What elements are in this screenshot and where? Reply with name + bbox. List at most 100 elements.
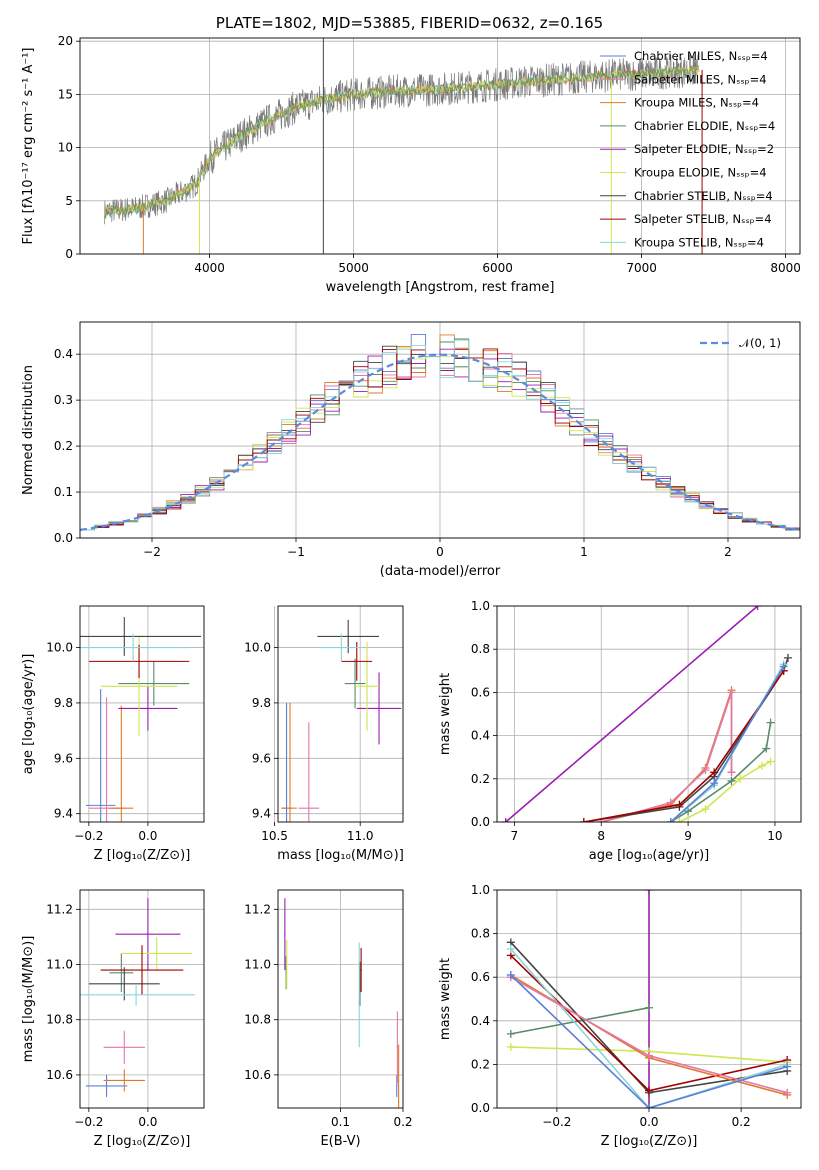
y-tick-label: 11.0 <box>46 958 73 972</box>
plot-area <box>284 898 400 1108</box>
x-tick-label: 4000 <box>194 261 225 275</box>
x-tick-label: 7 <box>511 829 519 843</box>
weight-line-chabrier_elodie <box>510 1006 650 1035</box>
x-tick-label: 11.0 <box>347 829 374 843</box>
y-tick-label: 11.2 <box>46 902 73 916</box>
weight-marker-kroupa_elodie <box>757 761 766 770</box>
weight-marker-chabrier_elodie <box>645 1003 653 1012</box>
legend-label: Chabrier MILES, Nₛₛₚ=4 <box>634 49 768 63</box>
weight-marker-kroupa_stelib <box>506 944 515 953</box>
y-tick-label: 0.0 <box>471 815 490 829</box>
x-axis-label: Z [log₁₀(Z/Z⊙)] <box>601 1134 698 1149</box>
weight-marker-chabrier_elodie <box>766 718 775 727</box>
weight-line-salpeter_elodie <box>505 606 759 822</box>
plot-area <box>501 606 792 822</box>
y-tick-label: 10.6 <box>244 1068 271 1082</box>
axes-frame <box>277 605 404 823</box>
y-tick-label: 9.6 <box>54 751 73 765</box>
y-tick-label: 0.2 <box>54 439 73 453</box>
y-tick-label: 11.0 <box>244 958 271 972</box>
x-tick-label: −0.2 <box>74 1115 103 1129</box>
y-tick-label: 0.6 <box>471 685 490 699</box>
x-tick-label: 0 <box>436 545 444 559</box>
weight-marker-salpeter_stelib <box>579 818 588 822</box>
y-axis-label: Normed distribution <box>21 365 36 495</box>
weight-marker-salpeter_miles <box>727 688 736 697</box>
x-tick-label: 0.0 <box>138 829 157 843</box>
x-tick-label: 8 <box>597 829 605 843</box>
axes-frame <box>277 889 404 1109</box>
y-tick-label: 10.0 <box>244 641 271 655</box>
legend-label: 𝒩(0, 1) <box>739 336 781 350</box>
x-axis-label: wavelength [Angstrom, rest frame] <box>326 280 555 295</box>
y-axis-label: mass weight <box>438 673 453 755</box>
y-tick-label: 20 <box>58 34 73 48</box>
y-tick-label: 0.3 <box>54 393 73 407</box>
y-tick-label: 1.0 <box>471 599 490 613</box>
y-tick-label: 9.8 <box>252 696 271 710</box>
weight-marker-chabrier_elodie <box>506 1029 515 1038</box>
panel-mass_vs_ebv: 0.1 0.2 10.6 10.8 11.0 11.2 E(B-V) <box>244 889 413 1149</box>
plot-area <box>80 898 196 1097</box>
y-tick-label: 0.2 <box>471 772 490 786</box>
weight-marker-salpeter_elodie <box>753 606 762 610</box>
weight-marker-kroupa_elodie <box>766 757 775 766</box>
y-axis-label: mass weight <box>438 958 453 1040</box>
weight-marker-salpeter_miles <box>727 768 736 777</box>
weight-marker-salpeter_miles <box>666 798 675 807</box>
y-tick-label: 0.0 <box>471 1101 490 1115</box>
x-tick-label: 2 <box>724 545 732 559</box>
weight-marker-salpeter_stelib <box>645 1086 653 1095</box>
normal-curve <box>80 353 800 531</box>
weight-marker-chabrier_miles <box>506 971 515 980</box>
x-tick-label: −1 <box>287 545 305 559</box>
axes-frame <box>79 37 801 255</box>
y-axis-label: Flux [fλ10⁻¹⁷ erg cm⁻² s⁻¹ A⁻¹] <box>21 48 36 245</box>
y-tick-label: 0.0 <box>54 531 73 545</box>
x-tick-label: −0.2 <box>542 1115 571 1129</box>
y-tick-label: 0.4 <box>54 347 73 361</box>
legend-label: Salpeter STELIB, Nₛₛₚ=4 <box>634 212 772 226</box>
plot-area <box>281 619 402 822</box>
panel-weight_vs_Z: −0.2 0.0 0.2 0.0 0.2 0.4 0.6 0.8 1.0 Z [log₁₀(Z/Z… <box>438 883 802 1149</box>
x-tick-label: 8000 <box>770 261 801 275</box>
y-tick-label: 0 <box>65 247 73 261</box>
weight-marker-chabrier_miles <box>645 1104 653 1108</box>
y-tick-label: 15 <box>58 87 73 101</box>
weight-marker-kroupa_elodie <box>675 818 684 822</box>
weight-marker-salpeter_elodie <box>501 818 510 822</box>
panel-age_vs_mass: 10.5 11.0 9.4 9.6 9.8 10.0 mass [log₁₀(M/M⊙)] <box>244 605 404 863</box>
legend: 𝒩(0, 1) <box>700 336 781 350</box>
x-axis-label: Z [log₁₀(Z/Z⊙)] <box>94 848 191 863</box>
y-tick-label: 0.8 <box>471 642 490 656</box>
legend-label: Salpeter MILES, Nₛₛₚ=4 <box>634 72 767 86</box>
weight-line-chabrier_miles <box>510 974 788 1108</box>
x-tick-label: 6000 <box>482 261 513 275</box>
weight-marker-chabrier_miles <box>783 1062 792 1071</box>
axes-frame <box>496 889 802 1109</box>
x-tick-label: 0.0 <box>639 1115 658 1129</box>
y-tick-label: 10.6 <box>46 1068 73 1082</box>
y-tick-label: 9.4 <box>54 807 73 821</box>
axes-frame <box>79 321 801 539</box>
panel-mass_vs_Z: −0.2 0.0 10.6 10.8 11.0 11.2 Z [log₁₀(Z/Z⊙)] ma… <box>21 889 205 1149</box>
y-tick-label: 0.4 <box>471 1014 490 1028</box>
weight-marker-chabrier_miles <box>666 818 675 822</box>
weight-marker-chabrier_elodie <box>762 744 771 753</box>
panel-residuals: −2 −1 0 1 2 0.0 0.1 0.2 0.3 0.4 (data-model)/error… <box>21 321 801 579</box>
y-tick-label: 10.8 <box>46 1013 73 1027</box>
x-tick-label: 0.0 <box>138 1115 157 1129</box>
weight-marker-salpeter_stelib <box>710 768 719 777</box>
x-tick-label: 7000 <box>626 261 657 275</box>
y-tick-label: 0.4 <box>471 729 490 743</box>
gridlines <box>80 890 204 1108</box>
x-axis-label: E(B-V) <box>320 1134 360 1149</box>
y-tick-label: 0.1 <box>54 485 73 499</box>
x-tick-label: 10.5 <box>261 829 288 843</box>
legend-label: Kroupa STELIB, Nₛₛₚ=4 <box>634 235 764 249</box>
x-tick-label: 5000 <box>338 261 369 275</box>
y-tick-label: 0.8 <box>471 927 490 941</box>
x-tick-label: −0.2 <box>74 829 103 843</box>
panel-weight_vs_age: 7 8 9 10 0.0 0.2 0.4 0.6 0.8 1.0 age [log₁₀(age/yr… <box>438 599 802 863</box>
